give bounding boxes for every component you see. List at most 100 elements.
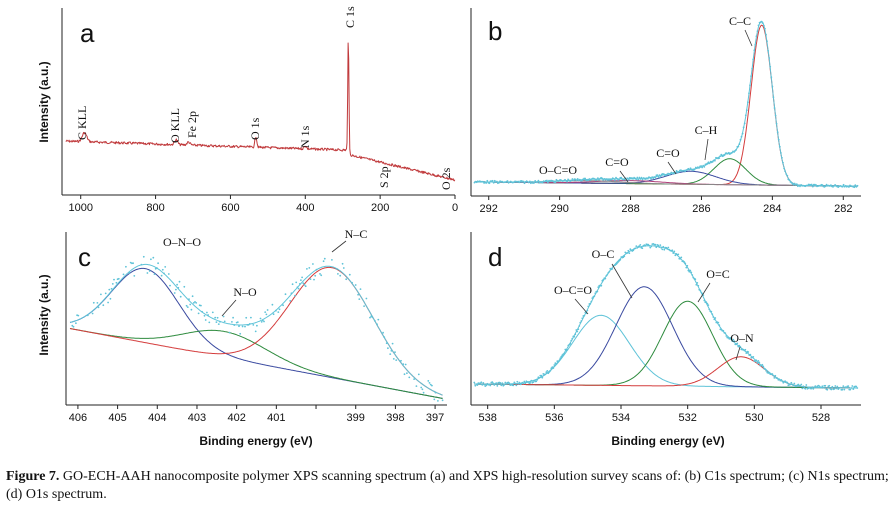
panel-c-raw-data-point	[314, 274, 317, 277]
panel-c-tick-label: 403	[188, 412, 206, 424]
panel-d-component-line	[474, 314, 858, 389]
panel-d-component-line	[474, 300, 858, 389]
panel-d-raw-data-point	[804, 387, 807, 390]
panel-a-peak-label: O 2s	[439, 167, 453, 190]
panel-c-raw-data-point	[128, 271, 131, 274]
panel-b-raw-data-point	[486, 179, 489, 182]
panel-d-raw-data-point	[747, 351, 750, 353]
panel-c-raw-data-point	[337, 273, 339, 275]
panel-b-raw-data-point	[485, 182, 488, 184]
panel-c-raw-data-point	[201, 310, 204, 313]
panel-c-raw-data-point	[156, 267, 158, 269]
panel-c-raw-data-point	[183, 285, 186, 288]
panel-b-raw-data-point	[638, 176, 641, 179]
panel-c-tick-label: 401	[267, 412, 285, 424]
panel-c-raw-data-point	[254, 330, 257, 333]
panel-c-raw-data-point	[248, 323, 251, 325]
panel-d-raw-data-point	[843, 388, 846, 391]
panel-d-raw-data-point	[504, 381, 507, 384]
panel-b-raw-data-point	[576, 178, 579, 180]
panel-d-raw-data-point	[515, 384, 518, 387]
panel-d-leader	[611, 263, 633, 299]
panel-a-peak-label: N 1s	[298, 125, 312, 148]
panel-c-raw-data-point	[207, 314, 210, 316]
panel-c-raw-data-point	[239, 332, 242, 335]
panel-c-envelope	[69, 263, 443, 396]
panel-c-raw-data-point	[348, 273, 351, 276]
panel-d-raw-data-point	[852, 388, 855, 390]
panel-c-raw-data-point	[370, 315, 373, 318]
panel-d-raw-data-point	[523, 380, 526, 383]
panel-c-peak-label: O–N–O	[163, 235, 201, 249]
panel-c-raw-data-point	[322, 260, 325, 263]
panel-c-raw-data-point	[125, 265, 127, 268]
panel-c-raw-data-point	[96, 302, 99, 304]
panel-c-raw-data-point	[422, 391, 425, 394]
panel-c-component-line	[69, 328, 443, 399]
panel-c-raw-data-point	[309, 278, 312, 280]
panel-a-peak-label: C 1s	[343, 6, 357, 28]
panel-c-raw-data-point	[312, 263, 314, 265]
panel-d-tick-label: 538	[478, 412, 496, 424]
panel-c-raw-data-point	[271, 303, 274, 306]
panel-c-raw-data-point	[177, 286, 180, 289]
panel-c-raw-data-point	[319, 273, 321, 275]
panel-c-raw-data-point	[194, 301, 196, 303]
panel-c-tick-label: 402	[227, 412, 245, 424]
panel-b-label: b	[488, 16, 502, 46]
panel-c-raw-data-point	[104, 292, 107, 295]
panel-c-raw-data-point	[365, 297, 368, 300]
panel-d-raw-data-point	[814, 385, 817, 387]
panel-d-raw-data-point	[532, 381, 535, 383]
panel-c-raw-data-point	[323, 257, 326, 260]
panel-c-raw-data-point	[392, 358, 395, 360]
panel-c-raw-data-point	[289, 300, 292, 302]
panel-c-raw-data-point	[341, 262, 344, 265]
panel-c-raw-data-point	[152, 256, 155, 259]
panel-d-raw-data-point	[641, 247, 644, 250]
panel-c-raw-data-point	[91, 312, 94, 315]
panel-d-raw-data-point	[782, 381, 785, 384]
panel-c-raw-data-point	[153, 273, 156, 275]
panel-c-raw-data-point	[217, 323, 220, 325]
panel-b-raw-data-point	[842, 183, 845, 186]
panel-b-raw-data-point	[675, 169, 678, 172]
panel-c-raw-data-point	[358, 298, 361, 300]
panel-c-raw-data-point	[415, 385, 418, 387]
panel-d-raw-data-point	[677, 253, 680, 256]
panel-c-raw-data-point	[402, 363, 405, 365]
panel-d-raw-data-point	[496, 385, 499, 387]
panel-c-raw-data-point	[97, 306, 100, 309]
panel-d-leader	[697, 282, 711, 303]
panel-b-raw-data-point	[614, 179, 616, 182]
figure-label: Figure 7.	[6, 469, 60, 484]
panel-c-x-label: Binding energy (eV)	[199, 434, 312, 448]
panel-b-raw-data-point	[627, 179, 630, 181]
panel-c-raw-data-point	[142, 255, 145, 258]
panel-d-raw-data-point	[628, 252, 631, 255]
panel-c-raw-data-point	[363, 305, 365, 307]
panel-b-raw-data-point	[825, 183, 828, 186]
panel-b-raw-data-point	[656, 174, 659, 177]
panel-c-raw-data-point	[377, 318, 380, 321]
panel-b-raw-data-point	[797, 185, 799, 188]
panel-c-raw-data-point	[376, 323, 378, 326]
panel-a-y-label: Intensity (a.u.)	[37, 61, 51, 142]
panel-b-raw-data-point	[615, 176, 617, 179]
panel-c-tick-label: 399	[347, 412, 365, 424]
panel-b-raw-data-point	[523, 182, 526, 185]
panel-c-raw-data-point	[252, 324, 255, 326]
panel-d-raw-data-point	[639, 244, 642, 246]
panel-d-raw-data-point	[535, 380, 538, 383]
panel-b-raw-data-point	[854, 184, 857, 187]
panel-d-envelope	[474, 245, 858, 389]
panel-c-raw-data-point	[111, 283, 114, 285]
panel-c-raw-data-point	[441, 399, 444, 402]
panel-b-envelope	[474, 20, 858, 187]
panel-c-raw-data	[71, 255, 444, 402]
panel-d-raw-data-point	[495, 382, 498, 385]
panel-c-raw-data-point	[215, 321, 218, 323]
panel-c-raw-data-point	[331, 259, 333, 261]
panel-c-raw-data-point	[113, 278, 115, 281]
panel-c-raw-data-point	[282, 304, 284, 307]
